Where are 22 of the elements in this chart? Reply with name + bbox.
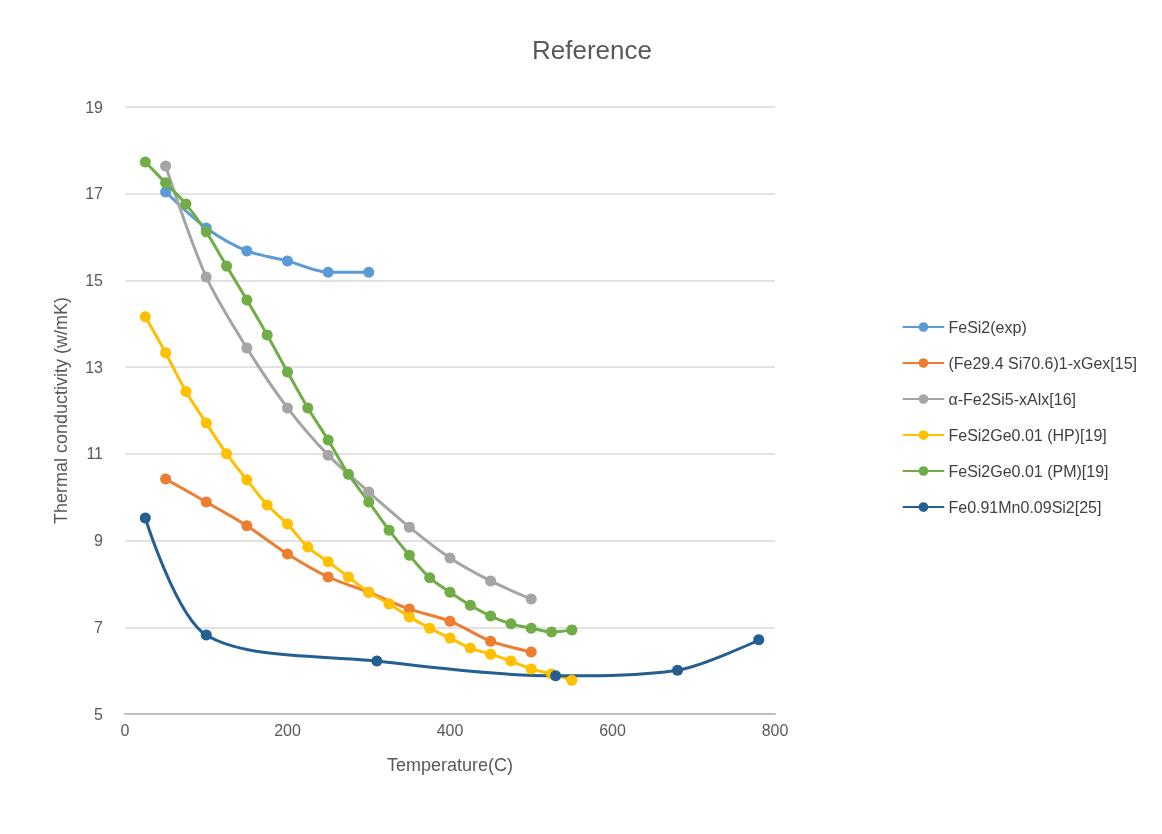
x-axis-title: Temperature(C) bbox=[386, 755, 514, 775]
legend-label: FeSi2Ge0.01 (HP)[19] bbox=[948, 426, 1107, 444]
y-tick-label: 19 bbox=[85, 98, 104, 116]
legend-label: FeSi2Ge0.01 (PM)[19] bbox=[948, 462, 1109, 480]
x-tick-label: 600 bbox=[599, 721, 626, 739]
legend-label: (Fe29.4 Si70.6)1-xGex[15] bbox=[948, 354, 1138, 372]
x-tick-label: 200 bbox=[274, 721, 301, 739]
x-tick-label: 0 bbox=[120, 721, 130, 739]
x-tick-label: 800 bbox=[761, 721, 789, 739]
y-tick-label: 17 bbox=[85, 185, 104, 203]
y-tick-label: 9 bbox=[94, 532, 104, 550]
y-tick-label: 7 bbox=[94, 618, 104, 636]
legend-label: FeSi2(exp) bbox=[948, 318, 1027, 336]
y-tick-label: 5 bbox=[94, 705, 104, 723]
legend-label: α-Fe2Si5-xAlx[16] bbox=[948, 390, 1076, 408]
chart-title: Reference bbox=[532, 35, 652, 65]
legend-label: Fe0.91Mn0.09Si2[25] bbox=[948, 498, 1102, 516]
y-tick-label: 11 bbox=[86, 445, 104, 463]
y-tick-label: 15 bbox=[85, 271, 104, 289]
x-tick-label: 400 bbox=[436, 721, 464, 739]
y-axis-title: Thermal conductivity (w/mK) bbox=[51, 296, 71, 525]
y-tick-label: 13 bbox=[85, 358, 104, 376]
